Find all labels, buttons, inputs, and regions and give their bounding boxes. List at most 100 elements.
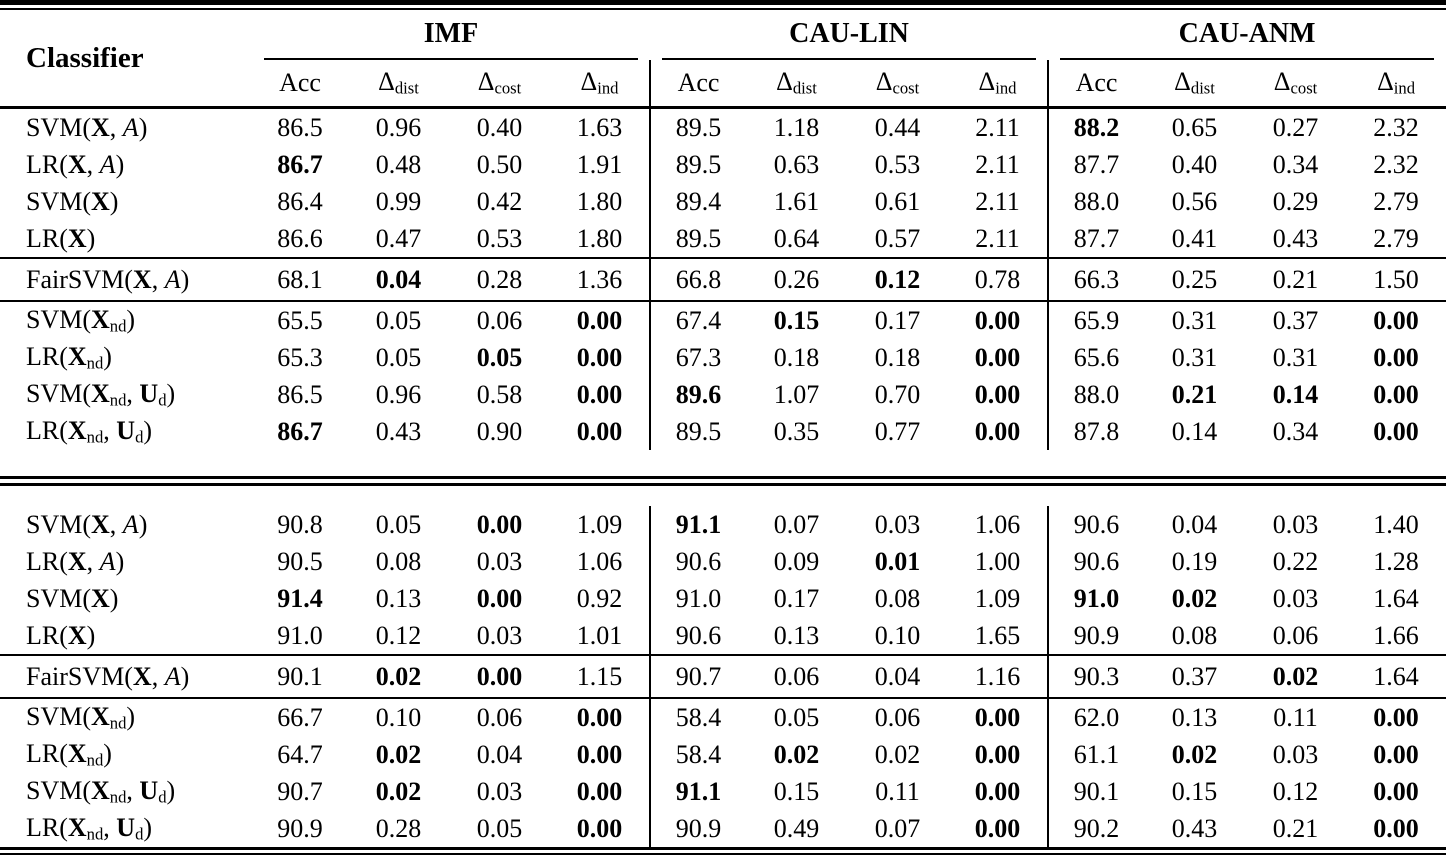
value-cell: 0.21 (1245, 257, 1347, 302)
value-cell: 91.0 (277, 620, 323, 650)
classifier-cell: SVM(Xnd) (0, 698, 252, 736)
value-cell: 0.47 (375, 223, 422, 253)
value-cell: 0.00 (974, 416, 1021, 446)
label-text: Δ (580, 67, 598, 97)
group-header-label: IMF (264, 14, 638, 60)
value-cell: 90.6 (649, 543, 746, 580)
value-cell: 87.8 (1047, 413, 1145, 450)
value-cell: 0.13 (375, 583, 422, 613)
value-cell: 0.43 (375, 416, 422, 446)
value-cell: 1.63 (576, 112, 623, 142)
value-cell: 1.91 (576, 149, 623, 179)
label-text: SVM( (26, 701, 92, 731)
column-header-classifier: Classifier (0, 10, 252, 109)
value-cell: 1.01 (576, 620, 623, 650)
value-cell: 0.02 (375, 776, 422, 806)
value-cell: 2.79 (1373, 186, 1419, 216)
label-text: X (67, 223, 87, 253)
value-cell: 67.3 (649, 339, 746, 376)
value-cell: 90.9 (649, 810, 746, 847)
table-row-lr-x: LR(X) 91.0 0.12 0.03 1.01 90.6 0.13 0.10 1.65 90.… (0, 617, 1446, 655)
classifier-cell: LR(Xnd, Ud) (0, 413, 252, 450)
subscript-text: d (135, 824, 144, 844)
label-text: , (86, 149, 100, 179)
table-row-svm-xnd-ud: SVM(Xnd, Ud) 86.5 0.96 0.58 0.00 89.6 1.07 0.70… (0, 376, 1446, 413)
value-cell: 0.64 (773, 223, 820, 253)
value-cell: 2.11 (975, 112, 1020, 142)
label-text: LR( (26, 341, 68, 371)
value-cell: 86.7 (277, 416, 323, 446)
subscript-text: dist (792, 78, 817, 98)
value-cell: 0.00 (449, 654, 550, 699)
value-cell: 0.43 (1272, 223, 1319, 253)
classifier-cell: LR(Xnd) (0, 736, 252, 773)
value-cell: 0.05 (375, 305, 422, 335)
value-cell: 0.03 (476, 546, 523, 576)
label-text: , (103, 415, 117, 445)
value-cell: 88.0 (1047, 376, 1145, 413)
top-double-rule (0, 0, 1446, 10)
subscript-text: nd (109, 787, 127, 807)
table-row-svm-x-a: SVM(X, A) 90.8 0.05 0.00 1.09 91.1 0.07 0.03 1.0… (0, 506, 1446, 543)
value-cell: 0.04 (348, 257, 449, 302)
classifier-cell: SVM(X) (0, 183, 252, 220)
value-cell: 0.05 (476, 342, 523, 372)
value-cell: 0.02 (375, 739, 422, 769)
subcol-header-acc: Acc (252, 60, 348, 109)
value-cell: 1.61 (773, 186, 820, 216)
block-separator (0, 450, 1446, 506)
label-text: ) (138, 112, 148, 142)
value-cell: 0.00 (974, 776, 1021, 806)
value-cell: 0.12 (1272, 776, 1319, 806)
value-cell: 1.16 (948, 654, 1049, 699)
group-header-label: CAU-ANM (1060, 14, 1435, 60)
classifier-cell: SVM(Xnd, Ud) (0, 376, 252, 413)
label-text: SVM( (26, 509, 92, 539)
value-cell: 0.00 (1373, 379, 1419, 409)
results-table: Classifier IMF CAU-LIN CAU-ANM Acc Δdist Δcost… (0, 10, 1446, 847)
label-text: Δ (875, 67, 893, 97)
value-cell: 0.96 (375, 112, 422, 142)
label-text: Acc (677, 68, 720, 97)
subcolumn-header-row: Acc Δdist Δcost Δind Acc Δdist Δcost Δind Acc Δdi… (0, 60, 1446, 109)
value-cell: 0.04 (476, 739, 523, 769)
label-text: Δ (1174, 67, 1191, 97)
classifier-cell: SVM(X, A) (0, 108, 252, 147)
subscript-text: ind (1393, 78, 1416, 98)
table-row-lr-xnd-ud: LR(Xnd, Ud) 90.9 0.28 0.05 0.00 90.9 0.49 0.07 0… (0, 810, 1446, 847)
value-cell: 0.02 (1171, 583, 1218, 613)
label-text: , (151, 661, 165, 691)
table-row-svm-xnd: SVM(Xnd) 66.7 0.10 0.06 0.00 58.4 0.05 0.06 0.00… (0, 698, 1446, 736)
label-text: X (67, 341, 87, 371)
classifier-cell: FairSVM(X, A) (0, 654, 252, 699)
value-cell: 0.05 (375, 509, 422, 539)
value-cell: 0.00 (576, 776, 623, 806)
value-cell: 0.58 (476, 379, 523, 409)
value-cell: 0.06 (1272, 620, 1319, 650)
value-cell: 0.00 (974, 379, 1021, 409)
value-cell: 0.06 (476, 702, 523, 732)
value-cell: 0.09 (773, 546, 820, 576)
value-cell: 0.43 (1171, 813, 1218, 843)
value-cell: 0.00 (974, 813, 1021, 843)
value-cell: 0.28 (449, 257, 550, 302)
value-cell: 89.5 (649, 146, 746, 183)
classifier-cell: SVM(Xnd) (0, 301, 252, 339)
block-2: SVM(X, A) 90.8 0.05 0.00 1.09 91.1 0.07 0.03 1.0… (0, 506, 1446, 847)
value-cell: 0.25 (1144, 257, 1246, 302)
value-cell: 89.5 (649, 220, 746, 258)
classifier-cell: LR(X, A) (0, 146, 252, 183)
label-text: ) (138, 509, 148, 539)
value-cell: 0.00 (1373, 702, 1419, 732)
label-text: LR( (26, 149, 68, 179)
subscript-text: dist (1190, 78, 1215, 98)
value-cell: 0.06 (874, 702, 921, 732)
value-cell: 0.03 (1272, 583, 1319, 613)
value-cell: 0.06 (476, 305, 523, 335)
classifier-cell: LR(X) (0, 220, 252, 258)
value-cell: 0.00 (1373, 776, 1419, 806)
label-text: X (91, 186, 110, 216)
group-header-row: Classifier IMF CAU-LIN CAU-ANM (0, 10, 1446, 109)
value-cell: 0.07 (874, 813, 921, 843)
subcol-header-delta-dist: Δdist (348, 60, 449, 109)
